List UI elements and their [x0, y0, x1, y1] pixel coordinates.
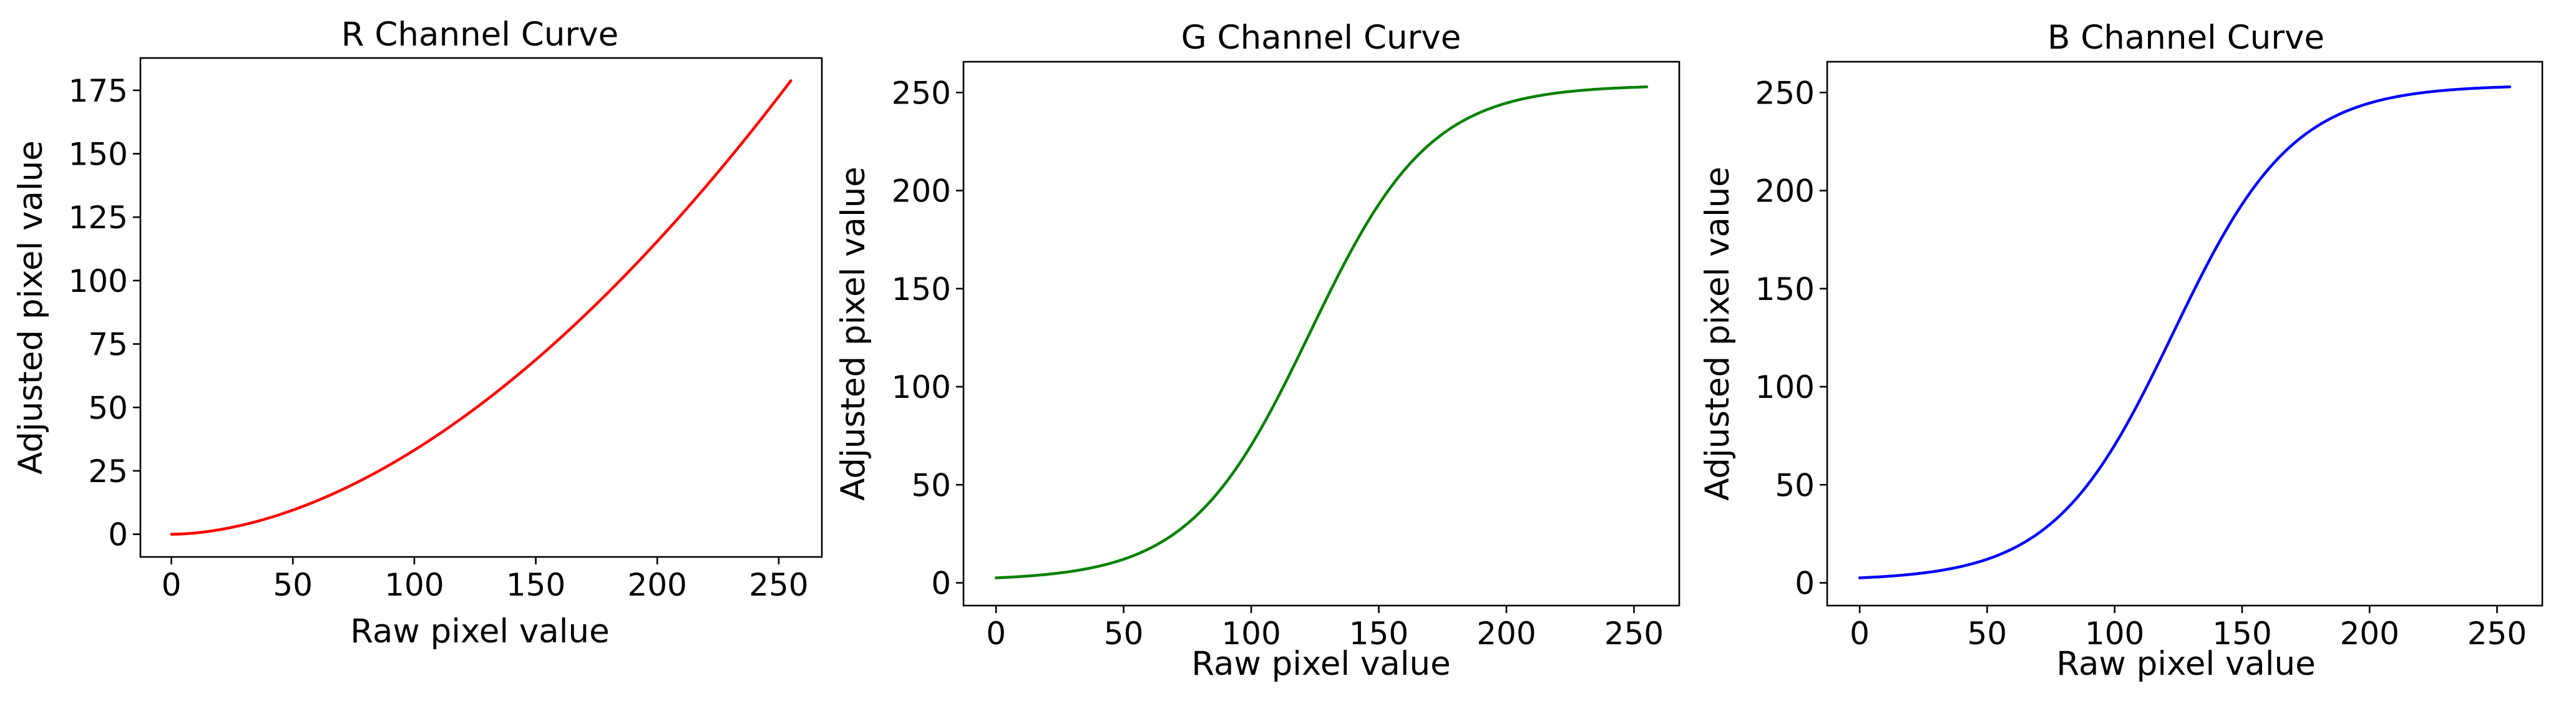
x-tick-label: 250	[749, 567, 808, 603]
x-axis-label: Raw pixel value	[2056, 645, 2315, 683]
x-tick-label: 250	[1604, 616, 1664, 652]
x-tick-label: 200	[628, 567, 687, 603]
y-axis-ticks: 0 25 50 75 100 125 150 175	[69, 73, 140, 553]
chart-title: R Channel Curve	[341, 16, 618, 54]
y-tick-label: 25	[88, 453, 128, 490]
y-tick-label: 50	[1775, 467, 1815, 503]
y-tick-label: 100	[69, 263, 128, 299]
x-axis-ticks: 0 50 100 150 200 250	[162, 557, 809, 603]
x-tick-label: 250	[2467, 616, 2527, 652]
y-tick-label: 200	[1755, 173, 1815, 210]
y-tick-label: 0	[931, 566, 951, 602]
plot-area-frame	[139, 57, 823, 558]
x-tick-label: 0	[162, 567, 182, 603]
chart-title: G Channel Curve	[1181, 19, 1461, 57]
x-tick-label: 50	[1104, 616, 1144, 652]
x-tick-label: 150	[2212, 616, 2271, 652]
y-tick-label: 50	[911, 467, 951, 503]
y-tick-label: 0	[108, 517, 128, 553]
r-channel-chart: R Channel Curve 0 50 100 150 200 250 0 25 50 75 1…	[12, 16, 823, 650]
x-tick-label: 100	[1221, 616, 1281, 652]
x-tick-label: 200	[2339, 616, 2399, 652]
x-tick-label: 100	[2085, 616, 2144, 652]
y-tick-label: 150	[892, 271, 951, 307]
x-axis-ticks: 0 50 100 150 200 250	[986, 606, 1664, 652]
chart-title: B Channel Curve	[2047, 19, 2325, 57]
x-tick-label: 200	[1476, 616, 1536, 652]
g-channel-curve-line	[994, 85, 1649, 579]
x-tick-label: 50	[273, 567, 313, 603]
y-tick-label: 0	[1795, 566, 1815, 602]
x-tick-label: 0	[1850, 616, 1870, 652]
y-tick-label: 100	[1755, 369, 1815, 405]
y-tick-label: 150	[69, 137, 128, 173]
x-tick-label: 150	[506, 567, 565, 603]
plot-area-frame	[962, 60, 1681, 607]
x-tick-label: 0	[986, 616, 1006, 652]
y-tick-label: 250	[1755, 75, 1815, 111]
x-tick-label: 150	[1349, 616, 1408, 652]
plot-area-frame	[1826, 60, 2544, 607]
b-channel-curve-line	[1858, 85, 2512, 579]
x-axis-label: Raw pixel value	[1191, 645, 1450, 683]
y-tick-label: 100	[892, 369, 951, 405]
y-tick-label: 175	[69, 73, 128, 109]
x-tick-label: 50	[1968, 616, 2008, 652]
x-tick-label: 100	[384, 567, 444, 603]
y-axis-ticks: 0 50 100 150 200 250	[1755, 75, 1827, 602]
y-tick-label: 125	[69, 200, 128, 236]
y-tick-label: 250	[892, 75, 951, 111]
y-axis-label: Adjusted pixel value	[12, 140, 50, 475]
r-channel-curve-line	[170, 79, 793, 536]
y-axis-ticks: 0 50 100 150 200 250	[892, 75, 964, 602]
y-tick-label: 150	[1755, 271, 1815, 307]
x-axis-ticks: 0 50 100 150 200 250	[1850, 606, 2527, 652]
x-axis-label: Raw pixel value	[350, 612, 609, 650]
b-channel-chart: B Channel Curve 0 50 100 150 200 250 0 50 100 15…	[1699, 19, 2544, 683]
y-tick-label: 50	[88, 390, 128, 426]
y-tick-label: 200	[892, 173, 951, 210]
y-tick-label: 75	[88, 327, 128, 363]
y-axis-label: Adjusted pixel value	[1699, 167, 1737, 501]
g-channel-chart: G Channel Curve 0 50 100 150 200 250 0 50 100 15…	[834, 19, 1681, 683]
y-axis-label: Adjusted pixel value	[834, 167, 872, 501]
